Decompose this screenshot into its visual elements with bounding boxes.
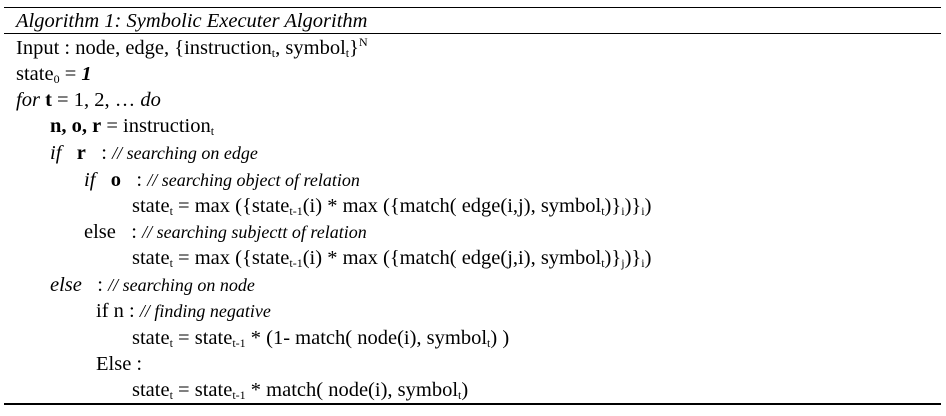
if-r-line: if r : // searching on edge <box>50 140 258 166</box>
expr-part: )} <box>604 195 622 217</box>
comment: // searching object of relation <box>147 170 360 190</box>
expr-part: * match( node(i), symbol <box>245 379 459 401</box>
else-r-sep: : <box>92 274 109 296</box>
bottom-rule <box>4 403 941 405</box>
expr-part: = state <box>172 379 233 401</box>
superscript: N <box>358 35 368 49</box>
subscript: i <box>641 256 645 270</box>
input-line: Input : node, edge, {instructiont, symbo… <box>16 35 368 61</box>
subscript: t <box>169 336 173 350</box>
expr-part: = max ({state <box>172 195 290 217</box>
expr-part: (i) * max ({match( edge(i,j), symbol <box>302 195 602 217</box>
else-r-line: else : // searching on node <box>50 272 255 298</box>
input-label: Input : node, edge, {instruction <box>16 37 272 59</box>
state-var: state <box>132 247 170 269</box>
init-value: 1 <box>81 63 92 85</box>
expr-part: )} <box>604 247 622 269</box>
if-r-var: r <box>76 142 86 164</box>
else-n-keyword: Else : <box>96 353 143 375</box>
if-keyword: if <box>50 142 62 164</box>
algorithm-title: Algorithm 1: Symbolic Executer Algorithm <box>16 8 367 34</box>
state-var: state <box>132 379 170 401</box>
comment: // searching on node <box>108 275 255 295</box>
subscript: t <box>169 256 173 270</box>
else-keyword: else <box>84 221 116 243</box>
expr-part: )} <box>624 195 642 217</box>
subject-update-line: statet = max ({statet-1(i) * max ({match… <box>132 245 651 271</box>
subscript: t <box>458 388 462 402</box>
else-o-sep: : <box>126 221 143 243</box>
if-o-line: if o : // searching object of relation <box>84 167 360 193</box>
object-update-line: statet = max ({statet-1(i) * max ({match… <box>132 193 651 219</box>
subscript: t <box>271 46 276 60</box>
subscript: i <box>621 204 625 218</box>
subscript: j <box>621 256 625 270</box>
subscript: t <box>601 204 605 218</box>
negative-update-line: statet = statet-1 * (1- match( node(i), … <box>132 325 509 351</box>
expr-part: (i) * max ({match( edge(j,i), symbol <box>302 247 602 269</box>
subscript: 0 <box>53 72 60 86</box>
else-n-line: Else : <box>96 351 142 377</box>
subscript: t-1 <box>289 204 303 218</box>
subscript: t <box>487 336 491 350</box>
assign-vars: n, o, r <box>50 115 102 137</box>
input-symbol: , symbol <box>275 37 346 59</box>
assign-line: n, o, r = instructiont <box>50 113 214 139</box>
expr-part: = max ({state <box>172 247 290 269</box>
else-keyword: else <box>50 274 82 296</box>
expr-part: = state <box>172 327 233 349</box>
if-n-line: if n : // finding negative <box>96 298 271 324</box>
expr-part: )} <box>624 247 642 269</box>
loop-variable: t <box>45 89 52 111</box>
for-keyword: for <box>16 89 40 111</box>
state-var: state <box>132 195 170 217</box>
comment: // finding negative <box>139 301 271 321</box>
subscript: i <box>641 204 645 218</box>
state-var: state <box>132 327 170 349</box>
subscript: t-1 <box>232 336 246 350</box>
input-close: } <box>349 37 359 59</box>
do-keyword: do <box>140 89 161 111</box>
init-line: state0 = 1 <box>16 61 92 87</box>
if-n-keyword: if n : <box>96 300 140 322</box>
positive-update-line: statet = statet-1 * match( node(i), symb… <box>132 377 468 403</box>
if-keyword: if <box>84 169 96 191</box>
algorithm-title-text: Algorithm 1: Symbolic Executer Algorithm <box>16 10 368 32</box>
subscript: t-1 <box>232 388 246 402</box>
if-o-var: o <box>110 169 122 191</box>
expr-part: ) <box>461 379 469 401</box>
top-rule <box>4 7 941 8</box>
for-line: for t = 1, 2, … do <box>16 87 161 113</box>
subscript: t <box>345 46 350 60</box>
if-r-sep: : <box>96 142 113 164</box>
assign-eq: = instruction <box>101 115 211 137</box>
subscript: t <box>601 256 605 270</box>
subscript: t <box>169 204 173 218</box>
expr-part: * (1- match( node(i), symbol <box>245 327 488 349</box>
expr-part: ) <box>644 195 652 217</box>
subscript: t <box>169 388 173 402</box>
init-eq: = <box>59 63 82 85</box>
if-o-sep: : <box>131 169 148 191</box>
title-rule <box>4 33 941 34</box>
init-state: state <box>16 63 54 85</box>
expr-part: ) <box>644 247 652 269</box>
comment: // searching on edge <box>112 143 258 163</box>
else-o-line: else : // searching subjectt of relation <box>84 219 367 245</box>
comment: // searching subjectt of relation <box>142 222 367 242</box>
loop-range: = 1, 2, … <box>51 89 141 111</box>
expr-part: ) ) <box>490 327 510 349</box>
subscript: t-1 <box>289 256 303 270</box>
subscript: t <box>210 124 215 138</box>
